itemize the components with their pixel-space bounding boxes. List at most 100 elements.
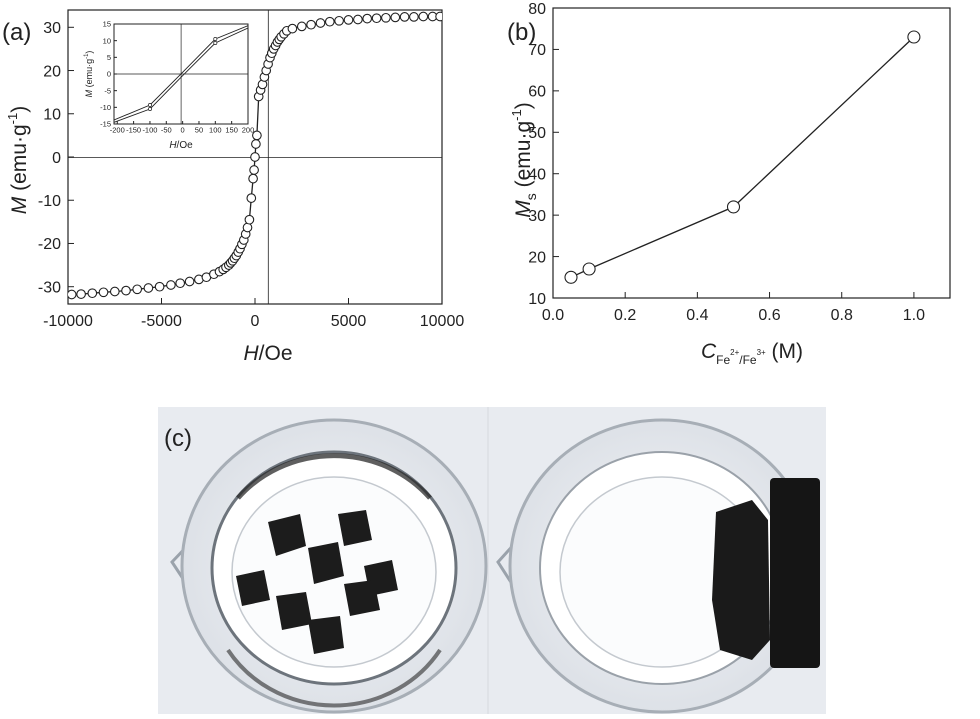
y-tick-label: -5 xyxy=(104,86,111,95)
y-tick-label: -10 xyxy=(38,193,61,210)
data-point xyxy=(582,262,596,276)
y-tick-label: 0 xyxy=(52,150,61,167)
series-line-2 xyxy=(114,25,248,121)
y-tick-label: 10 xyxy=(43,107,61,124)
data-point xyxy=(87,288,98,299)
y-tick-label: -15 xyxy=(100,120,111,129)
magnetic-gel-pieces-dispersed xyxy=(236,510,398,654)
gel-piece xyxy=(236,570,270,606)
y-tick-label: 40 xyxy=(528,166,546,183)
gel-piece xyxy=(308,616,344,654)
panel-c-beaker-photo: (c) xyxy=(158,407,826,714)
y-axis-ticks-a: -30 -20 -10 0 10 20 30 xyxy=(38,20,74,296)
inset-y-axis-label: M (emu·g-1) xyxy=(84,51,94,98)
data-point xyxy=(390,12,401,23)
data-point xyxy=(564,270,578,284)
x-tick-label: 0 xyxy=(251,313,260,330)
x-axis-ticks-a: -10000 -5000 0 5000 10000 xyxy=(43,298,464,330)
y-tick-label: 10 xyxy=(103,36,111,45)
x-tick-label: 50 xyxy=(195,126,203,135)
y-tick-label: 5 xyxy=(107,53,111,62)
y-axis-ticks-b: 10 20 30 40 50 60 70 80 xyxy=(528,1,559,308)
series-line-1 xyxy=(570,36,915,278)
magnetic-gel-pieces-attracted xyxy=(712,500,770,660)
panel-label-c: (c) xyxy=(164,425,192,452)
panel-label-a: (a) xyxy=(2,19,31,46)
data-point xyxy=(213,37,218,41)
gel-piece xyxy=(344,580,380,616)
x-tick-label: 0.6 xyxy=(758,307,780,324)
x-axis-ticks-b: 0.0 0.2 0.4 0.6 0.8 1.0 xyxy=(542,292,925,324)
x-axis-label-b: CFe2+/Fe3+ (M) xyxy=(701,340,803,367)
data-point xyxy=(109,286,120,297)
x-tick-label: 10000 xyxy=(420,313,465,330)
y-tick-label: 20 xyxy=(528,249,546,266)
data-point xyxy=(242,222,253,233)
y-tick-label: 20 xyxy=(43,63,61,80)
data-point xyxy=(246,193,257,203)
series-line-1 xyxy=(114,27,248,123)
x-tick-label: 100 xyxy=(209,126,222,135)
x-tick-label: 0.0 xyxy=(542,307,564,324)
gel-piece xyxy=(268,514,306,556)
data-point xyxy=(184,276,195,287)
data-point xyxy=(250,152,260,162)
y-tick-label: -20 xyxy=(38,236,61,253)
data-point xyxy=(213,41,218,45)
data-point xyxy=(371,13,382,24)
data-point xyxy=(315,18,326,28)
plot-frame-b xyxy=(552,7,951,299)
data-point xyxy=(381,12,391,23)
y-tick-label: 70 xyxy=(528,42,546,59)
x-tick-label: -50 xyxy=(161,126,172,135)
x-tick-label: 0 xyxy=(181,126,185,135)
gel-piece xyxy=(276,592,312,630)
x-tick-label: 0.4 xyxy=(686,307,708,324)
y-tick-label: 0 xyxy=(107,70,111,79)
data-point xyxy=(343,15,354,25)
data-point xyxy=(907,30,921,44)
data-point xyxy=(296,21,307,32)
data-series-a xyxy=(68,11,442,300)
right-beaker xyxy=(496,418,820,714)
inset-chart-a: -200 -150 -100 -50 0 50 100 150 200 -15-10-50510… xyxy=(84,20,254,151)
x-tick-label: -200 xyxy=(110,126,125,135)
panel-a-hysteresis-chart: (a) -10000 -5000 0 5000 10000 -30-20-1001020… xyxy=(2,9,464,365)
data-series-b xyxy=(564,30,921,284)
data-point xyxy=(98,287,109,298)
data-point xyxy=(334,15,344,26)
y-tick-label: -10 xyxy=(100,103,111,112)
left-beaker-dark-rim-top xyxy=(236,453,432,500)
gel-piece xyxy=(338,510,372,546)
y-tick-label: 15 xyxy=(103,20,111,29)
x-tick-label: 5000 xyxy=(331,313,367,330)
data-point xyxy=(435,11,442,22)
y-tick-label: 80 xyxy=(528,1,546,18)
data-point xyxy=(726,200,741,214)
data-point xyxy=(175,278,186,289)
y-tick-label: -30 xyxy=(38,279,61,296)
x-tick-label: -150 xyxy=(126,126,141,135)
data-point xyxy=(287,23,298,34)
x-axis-label-a: H/Oe xyxy=(243,342,292,365)
data-point xyxy=(68,289,77,300)
data-point xyxy=(252,130,262,141)
data-point xyxy=(244,214,255,225)
x-tick-label: -100 xyxy=(142,126,157,135)
x-tick-label: 200 xyxy=(242,126,255,135)
data-point xyxy=(148,103,152,107)
data-point xyxy=(154,281,165,292)
data-point xyxy=(399,12,410,22)
x-tick-label: 0.2 xyxy=(614,307,636,324)
data-point xyxy=(251,139,261,149)
data-point xyxy=(409,12,419,22)
left-beaker xyxy=(170,418,488,714)
data-point xyxy=(362,13,373,24)
data-point xyxy=(132,284,143,295)
data-point xyxy=(148,107,152,111)
data-point xyxy=(418,11,429,22)
data-point xyxy=(248,173,258,184)
inset-data-series xyxy=(114,25,248,123)
x-tick-label: 1.0 xyxy=(903,307,925,324)
